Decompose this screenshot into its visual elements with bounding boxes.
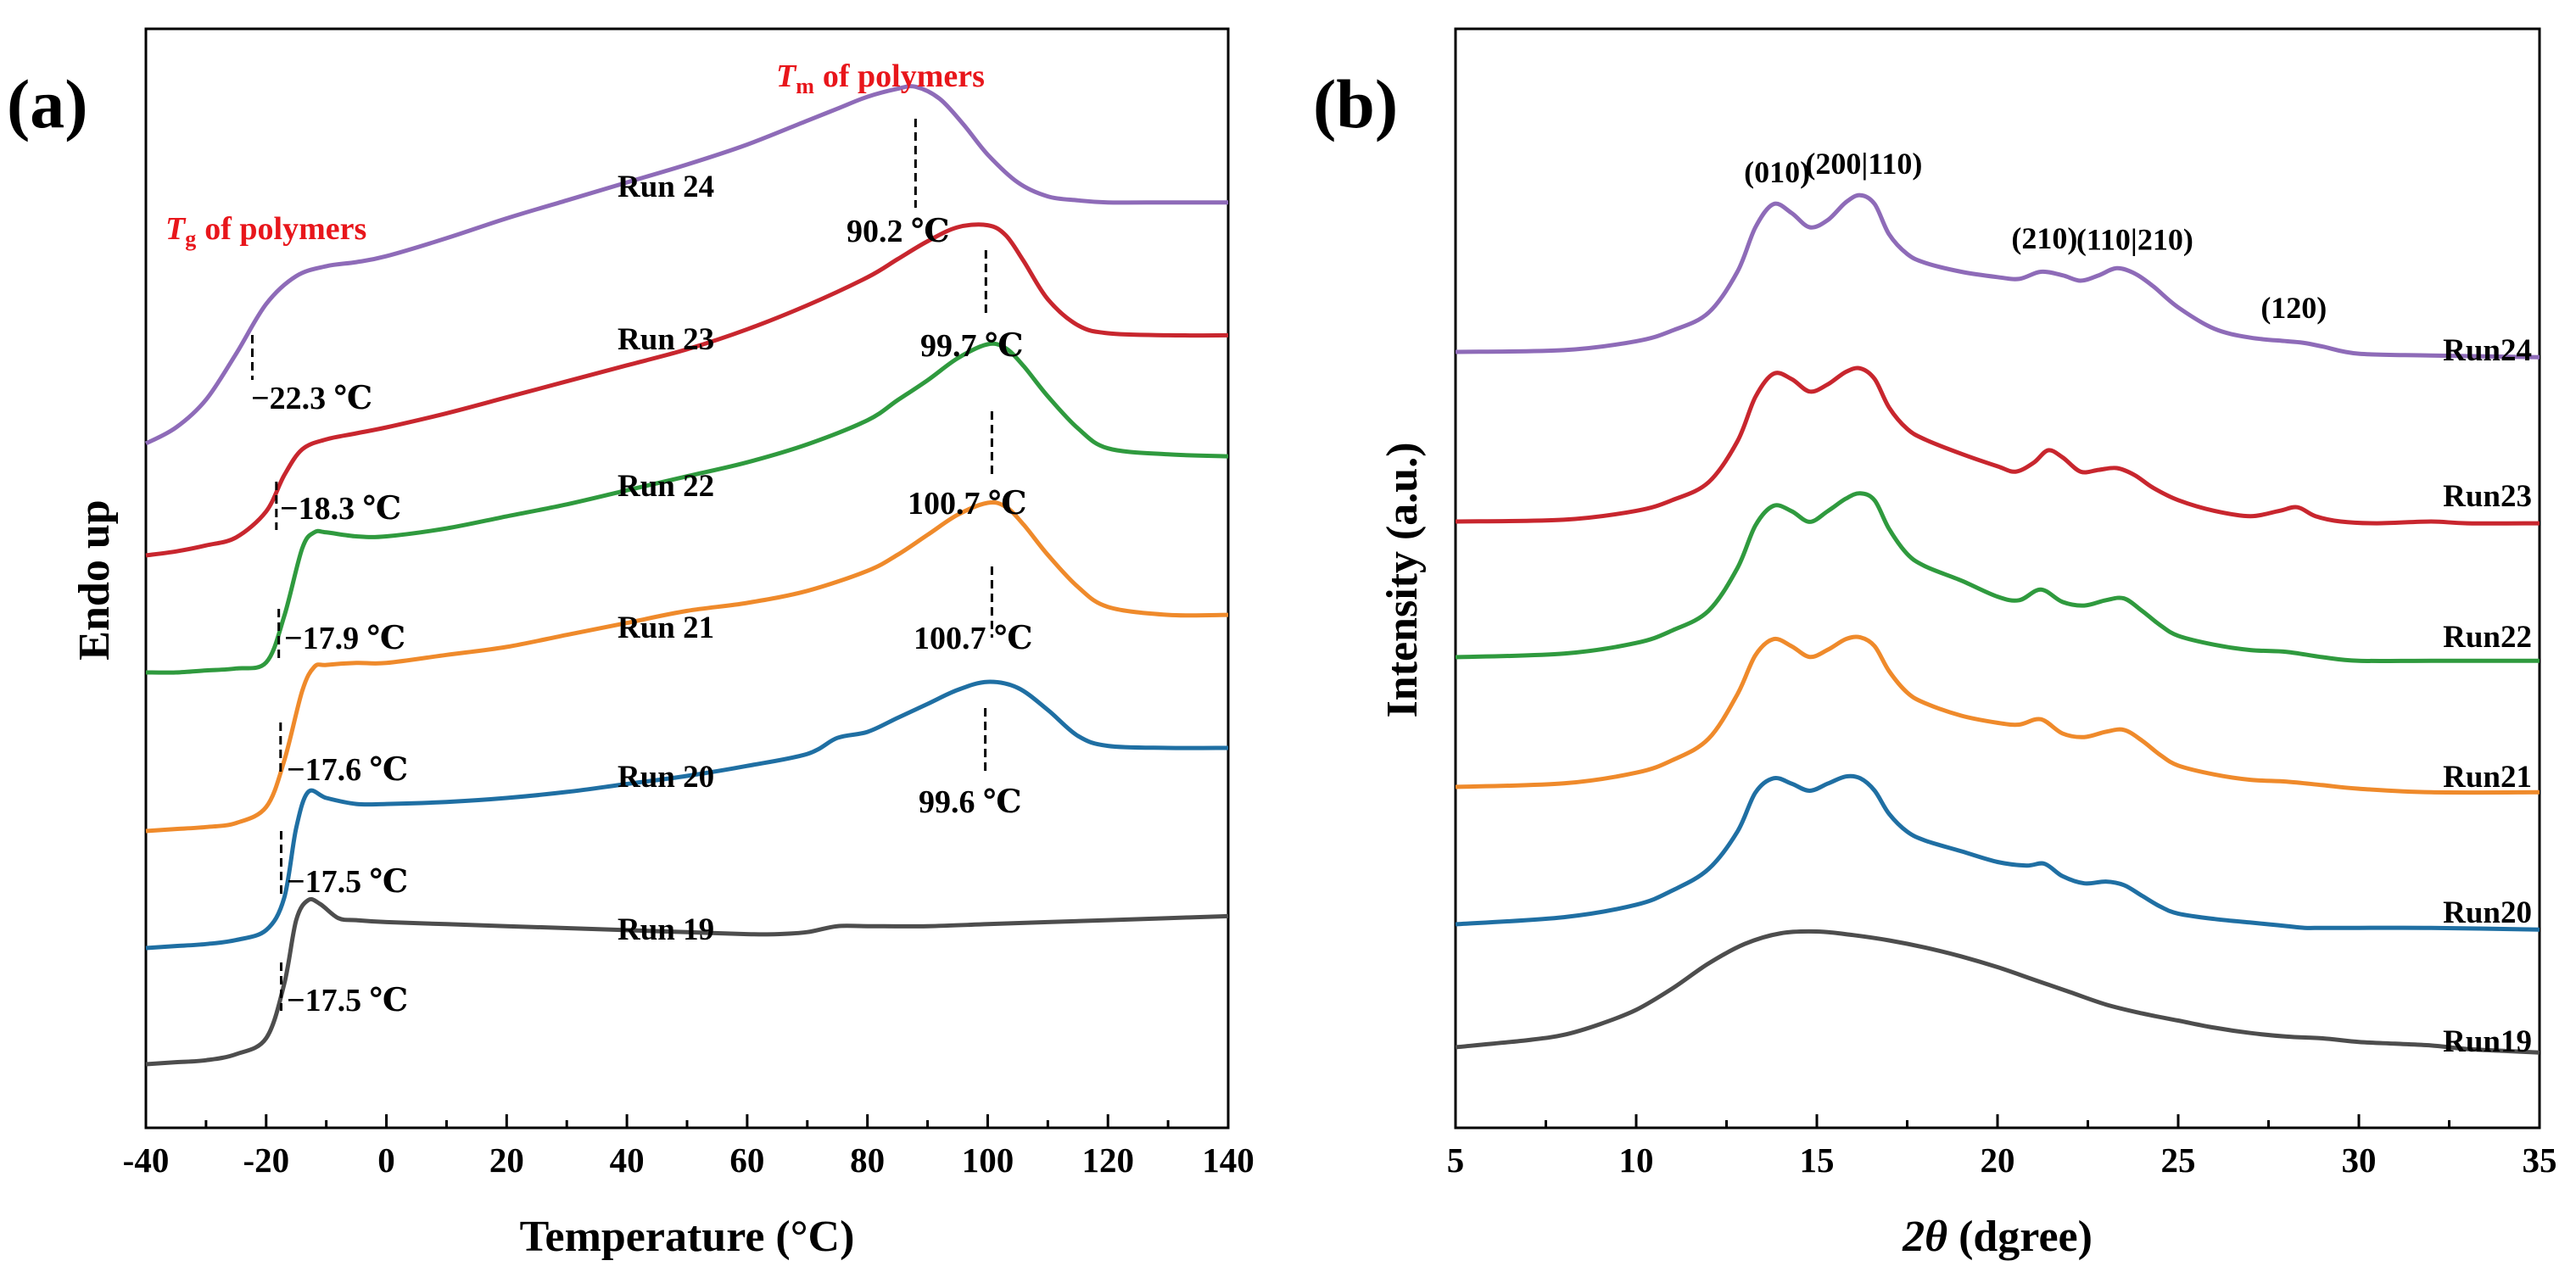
run-label: Run 23 bbox=[617, 322, 714, 357]
peak-label: (120) bbox=[2260, 291, 2327, 325]
tg-label: of polymers bbox=[204, 211, 366, 247]
panel-a-annotations: Run 24 −22.3 ℃ 90.2 ℃ Run 23 −18.3 ℃ 99.7 ℃ Ru… bbox=[250, 119, 1033, 1018]
tm-value-label: 99.7 ℃ bbox=[920, 328, 1024, 364]
series-line-run24 bbox=[1455, 192, 2540, 360]
x-tick-label: -40 bbox=[123, 1141, 170, 1180]
series-line-run-24 bbox=[144, 84, 1228, 446]
tg-symbol: T bbox=[165, 211, 187, 247]
x-tick-label: 25 bbox=[2161, 1141, 2196, 1180]
tg-value-label: −17.9 ℃ bbox=[284, 621, 405, 656]
panel-b-ylabel: Intensity (a.u.) bbox=[1378, 442, 1427, 717]
panel-a-ylabel: Endo up bbox=[70, 499, 119, 660]
series-line-run-23 bbox=[145, 222, 1229, 558]
run-label: Run19 bbox=[2443, 1024, 2532, 1059]
panel-b-xlabel-symbol: 2θ bbox=[1902, 1213, 1947, 1261]
series-line-run22 bbox=[1455, 491, 2540, 664]
tm-value-label: 100.7 ℃ bbox=[908, 486, 1027, 522]
run-label: Run 22 bbox=[617, 469, 714, 504]
tm-subscript: m bbox=[796, 74, 814, 98]
run-label: Run 19 bbox=[617, 912, 714, 947]
tg-subscript: g bbox=[185, 226, 196, 251]
series-line-run-20 bbox=[145, 679, 1229, 951]
tg-value-label: −17.5 ℃ bbox=[287, 864, 408, 900]
x-tick-label: 5 bbox=[1447, 1141, 1465, 1180]
panel-a-xlabel: Temperature (°C) bbox=[520, 1213, 855, 1261]
panel-b-annotations: Run24 Run23 Run22 Run21 Run20 Run19 (010)(200|… bbox=[1744, 147, 2532, 1059]
x-tick-label: 20 bbox=[489, 1141, 524, 1180]
tm-label: of polymers bbox=[823, 59, 985, 94]
tg-annotation: Tg of polymers bbox=[165, 211, 366, 251]
series-line-run-22 bbox=[145, 341, 1229, 675]
x-tick-label: 60 bbox=[729, 1141, 764, 1180]
tg-value-label: −17.6 ℃ bbox=[287, 752, 408, 788]
series-line-run20 bbox=[1455, 773, 2540, 932]
x-tick-label: 35 bbox=[2523, 1141, 2557, 1180]
x-tick-label: 140 bbox=[1202, 1141, 1254, 1180]
peak-label: (200|110) bbox=[1805, 147, 1922, 181]
x-tick-label: 100 bbox=[962, 1141, 1014, 1180]
panel-a-x-axis: -40 -20 0 20 40 60 80 100 120 140 bbox=[123, 1114, 1254, 1180]
panel-b: (b) 5 10 15 20 25 30 35 Run24Run23Run22Run21Ru… bbox=[1313, 27, 2557, 1261]
panel-a: (a) -40 -20 0 20 40 60 80 100 120 140 Run 24 −22.3… bbox=[7, 27, 1254, 1261]
x-tick-label: -20 bbox=[243, 1141, 289, 1180]
tg-value-label: −18.3 ℃ bbox=[280, 491, 401, 527]
run-label: Run20 bbox=[2443, 895, 2532, 930]
x-tick-label: 120 bbox=[1081, 1141, 1134, 1180]
panel-b-xlabel-rest: (dgree) bbox=[1947, 1213, 2093, 1261]
peak-label: (110|210) bbox=[2076, 223, 2193, 257]
tm-value-label: 99.6 ℃ bbox=[919, 784, 1022, 820]
series-line-run-19 bbox=[145, 896, 1229, 1067]
peak-label: (210) bbox=[2011, 221, 2077, 255]
panel-b-frame bbox=[1454, 27, 2541, 1130]
panel-b-x-axis: 5 10 15 20 25 30 35 bbox=[1447, 1114, 2557, 1180]
run-label: Run 20 bbox=[617, 760, 714, 795]
run-label: Run23 bbox=[2443, 479, 2532, 514]
tg-value-label: −22.3 ℃ bbox=[251, 381, 372, 416]
run-label: Run 21 bbox=[617, 611, 714, 645]
series-line-run23 bbox=[1455, 365, 2540, 526]
x-tick-label: 0 bbox=[377, 1141, 395, 1180]
run-label: Run22 bbox=[2443, 620, 2532, 655]
panel-a-label: (a) bbox=[7, 65, 88, 142]
tg-value-label: −17.5 ℃ bbox=[287, 983, 408, 1018]
x-tick-label: 40 bbox=[610, 1141, 645, 1180]
series-line-run-21 bbox=[145, 499, 1229, 834]
peak-label: (010) bbox=[1744, 155, 1810, 189]
x-tick-label: 30 bbox=[2342, 1141, 2377, 1180]
panel-b-xlabel: 2θ (dgree) bbox=[1902, 1213, 2093, 1261]
x-tick-label: 20 bbox=[1981, 1141, 2015, 1180]
x-tick-label: 10 bbox=[1619, 1141, 1654, 1180]
panel-a-series bbox=[144, 84, 1229, 1067]
tm-value-label: 90.2 ℃ bbox=[847, 214, 950, 249]
series-line-run19 bbox=[1455, 929, 2540, 1055]
panel-b-series bbox=[1455, 192, 2540, 1055]
x-tick-label: 80 bbox=[850, 1141, 885, 1180]
x-tick-label: 15 bbox=[1800, 1141, 1835, 1180]
series-line-run21 bbox=[1455, 634, 2540, 795]
panel-b-label: (b) bbox=[1313, 65, 1398, 142]
run-label: Run24 bbox=[2443, 333, 2532, 368]
run-label: Run 24 bbox=[617, 170, 714, 204]
tm-value-label: 100.7 ℃ bbox=[914, 621, 1033, 656]
run-label: Run21 bbox=[2443, 760, 2532, 795]
tm-annotation: Tm of polymers bbox=[776, 59, 985, 98]
tm-symbol: T bbox=[776, 59, 797, 94]
